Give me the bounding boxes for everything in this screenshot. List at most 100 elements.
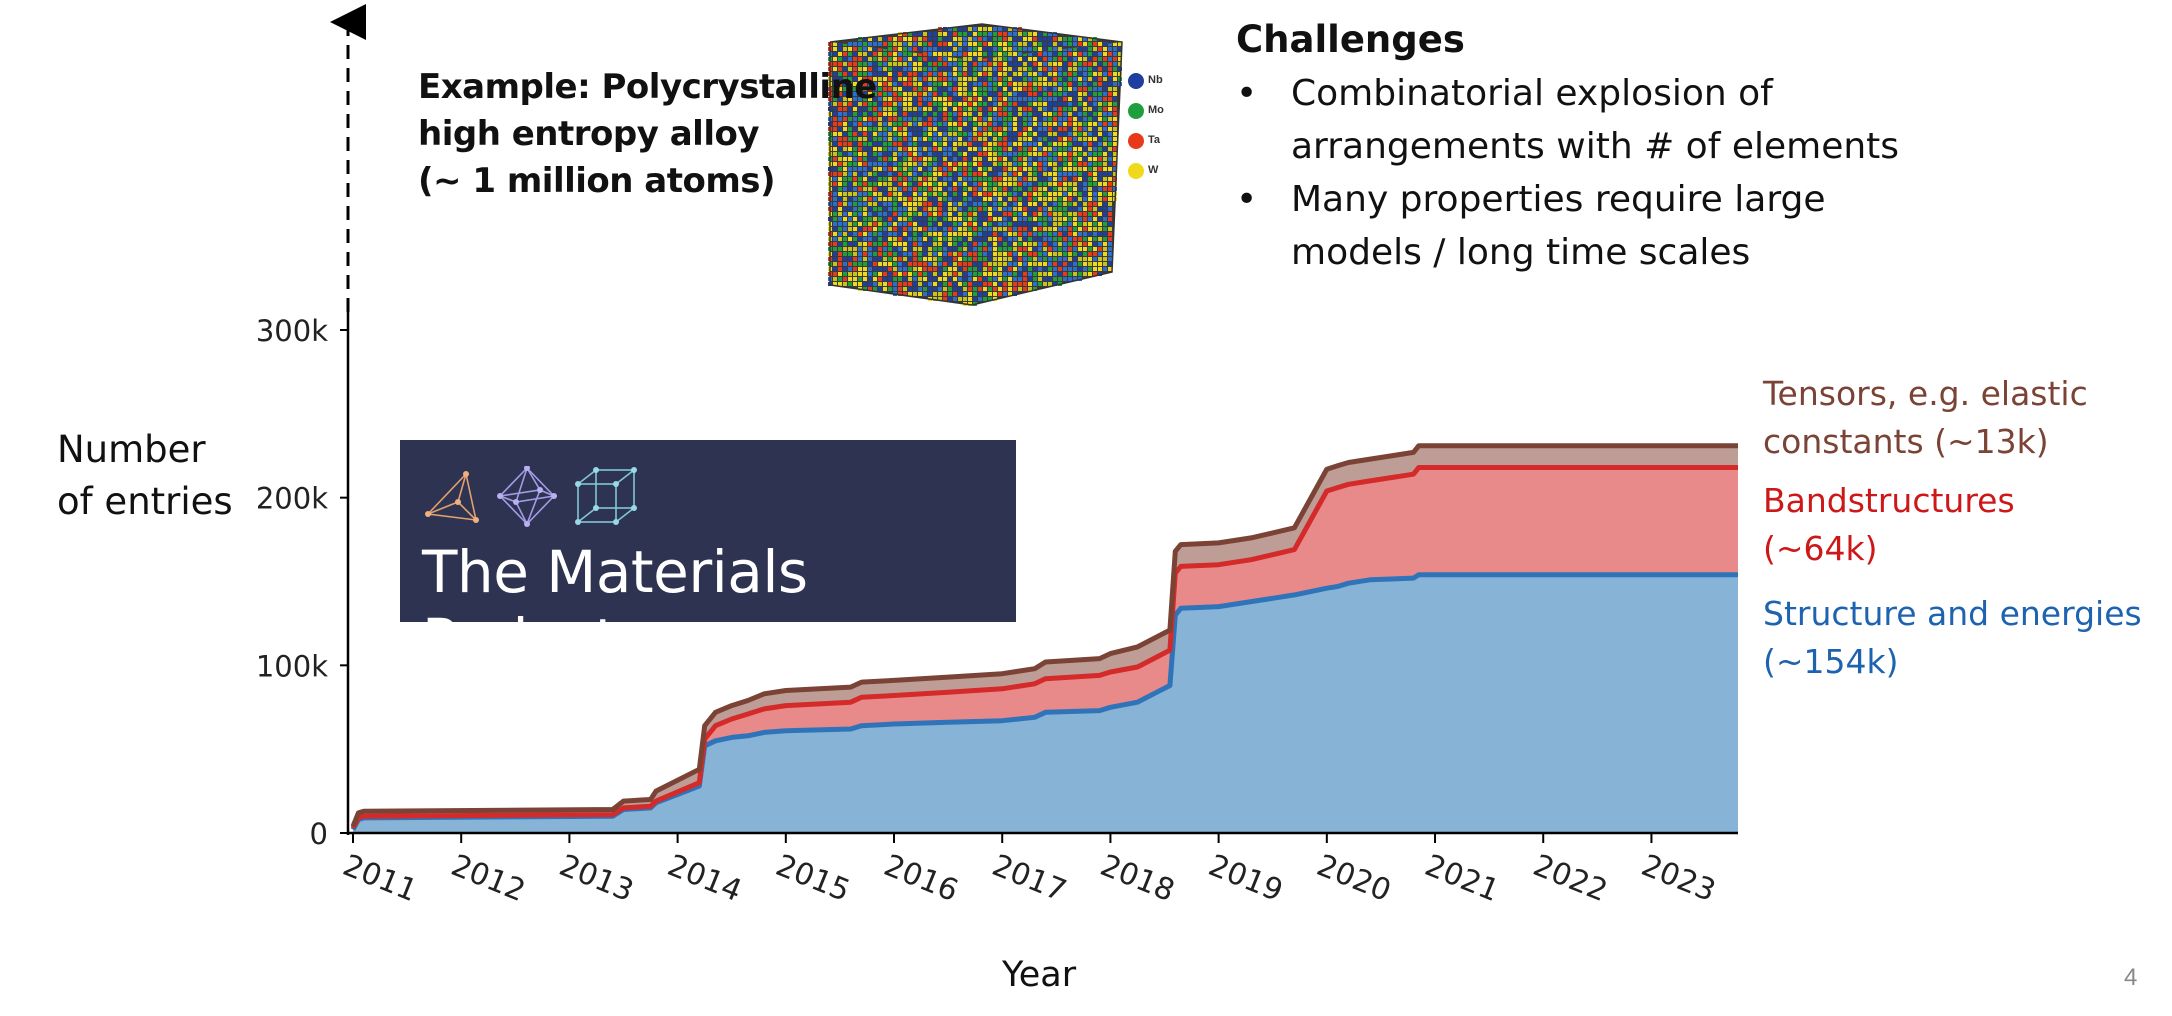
atom-dot	[1108, 52, 1112, 56]
atom-dot	[898, 67, 902, 71]
atom-dot	[843, 272, 847, 276]
atom-dot	[1023, 87, 1027, 91]
atom-dot	[858, 112, 862, 116]
atom-dot	[913, 292, 917, 296]
atom-dot	[848, 77, 852, 81]
materials-project-logo: The Materials Project	[400, 440, 1016, 674]
atom-dot	[1028, 152, 1032, 156]
atom-dot	[873, 187, 877, 191]
atom-dot	[918, 37, 922, 41]
atom-dot	[923, 287, 927, 291]
atom-dot	[993, 77, 997, 81]
atom-dot	[948, 292, 952, 296]
atom-dot	[958, 157, 962, 161]
atom-dot	[938, 47, 942, 51]
atom-dot	[908, 42, 912, 46]
atom-dot	[1018, 272, 1022, 276]
atom-dot	[923, 262, 927, 266]
atom-dot	[1038, 132, 1042, 136]
atom-dot	[993, 32, 997, 36]
atom-dot	[1098, 42, 1102, 46]
atom-dot	[1003, 152, 1007, 156]
atom-dot	[1098, 87, 1102, 91]
atom-dot	[1078, 182, 1082, 186]
atom-dot	[1048, 207, 1052, 211]
atom-dot	[873, 127, 877, 131]
atom-dot	[978, 62, 982, 66]
atom-dot	[968, 187, 972, 191]
atom-dot	[1103, 227, 1107, 231]
atom-dot	[1073, 137, 1077, 141]
atom-dot	[1038, 112, 1042, 116]
atom-dot	[1078, 127, 1082, 131]
atom-dot	[1023, 132, 1027, 136]
atom-dot	[898, 277, 902, 281]
legend-tensors-line: constants (~13k)	[1763, 422, 2049, 461]
atom-dot	[958, 292, 962, 296]
atom-dot	[938, 232, 942, 236]
atom-dot	[1108, 177, 1112, 181]
atom-dot	[978, 297, 982, 301]
atom-dot	[988, 142, 992, 146]
atom-dot	[1073, 142, 1077, 146]
atom-dot	[853, 57, 857, 61]
atom-dot	[888, 247, 892, 251]
atom-dot	[938, 52, 942, 56]
atom-dot	[1098, 102, 1102, 106]
atom-dot	[903, 192, 907, 196]
atom-dot	[848, 107, 852, 111]
atom-dot	[868, 217, 872, 221]
atom-dot	[993, 237, 997, 241]
atom-dot	[933, 122, 937, 126]
atom-dot	[858, 62, 862, 66]
challenge-text: Combinatorial explosion of	[1291, 73, 1773, 114]
atom-dot	[1038, 117, 1042, 121]
atom-dot	[1088, 102, 1092, 106]
atom-dot	[1008, 202, 1012, 206]
x-axis-label: Year	[1002, 955, 1077, 995]
atom-dot	[863, 187, 867, 191]
atom-dot	[988, 277, 992, 281]
example-line: (~ 1 million atoms)	[418, 161, 776, 201]
atom-dot	[943, 142, 947, 146]
atom-dot	[978, 172, 982, 176]
atom-dot	[1018, 202, 1022, 206]
atom-dot	[963, 92, 967, 96]
atom-dot	[928, 267, 932, 271]
atom-dot	[1028, 217, 1032, 221]
atom-dot	[988, 77, 992, 81]
atom-dot	[843, 92, 847, 96]
atom-dot	[893, 257, 897, 261]
atom-dot	[1013, 132, 1017, 136]
atom-dot	[973, 252, 977, 256]
atom-dot	[893, 207, 897, 211]
atom-dot	[1038, 42, 1042, 46]
atom-dot	[1043, 247, 1047, 251]
atom-dot	[993, 197, 997, 201]
atom-dot	[1013, 92, 1017, 96]
atom-dot	[1038, 137, 1042, 141]
atom-dot	[1008, 152, 1012, 156]
atom-dot	[1073, 272, 1077, 276]
atom-dot	[1078, 97, 1082, 101]
atom-dot	[893, 152, 897, 156]
atom-dot	[988, 72, 992, 76]
atom-dot	[983, 62, 987, 66]
atom-dot	[958, 177, 962, 181]
atom-dot	[938, 192, 942, 196]
atom-dot	[843, 232, 847, 236]
atom-dot	[978, 152, 982, 156]
atom-dot	[1043, 272, 1047, 276]
atom-dot	[1103, 82, 1107, 86]
atom-dot	[1068, 177, 1072, 181]
atom-dot	[898, 127, 902, 131]
atom-dot	[833, 122, 837, 126]
atom-dot	[928, 92, 932, 96]
atom-dot	[988, 222, 992, 226]
atom-dot	[878, 182, 882, 186]
atom-dot	[1078, 237, 1082, 241]
atom-dot	[993, 192, 997, 196]
atom-dot	[1118, 62, 1122, 66]
atom-dot	[848, 197, 852, 201]
atom-dot	[988, 102, 992, 106]
